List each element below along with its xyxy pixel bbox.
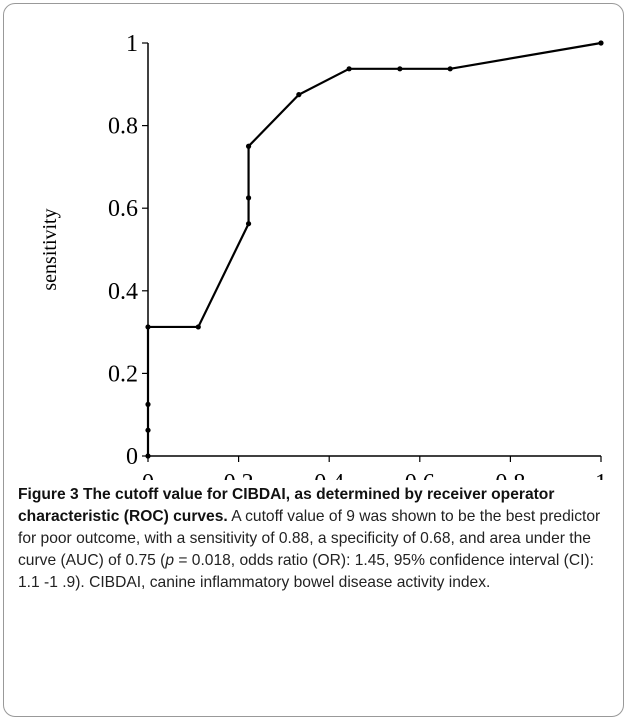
- data-point: [245, 143, 252, 149]
- data-point: [145, 401, 151, 407]
- y-axis-label: sensitivity: [39, 208, 61, 290]
- data-point: [245, 195, 252, 201]
- data-point: [145, 324, 151, 330]
- data-point: [195, 324, 201, 330]
- y-tick-label: 0: [126, 444, 138, 470]
- x-tick-label: 0.6: [405, 470, 435, 480]
- figure-caption: Figure 3 The cutoff value for CIBDAI, as…: [18, 484, 613, 594]
- figure-label: Figure 3: [18, 486, 79, 503]
- y-tick-label: 0.8: [108, 114, 138, 140]
- roc-line: [146, 41, 602, 456]
- y-tick-label: 1: [126, 31, 138, 57]
- data-point: [245, 221, 252, 227]
- data-point: [598, 40, 604, 46]
- y-tick-label: 0.6: [108, 196, 138, 222]
- x-tick-label: 0: [142, 470, 154, 480]
- x-tick-label: 0.4: [314, 470, 344, 480]
- data-point: [346, 66, 352, 72]
- x-tick-label: 1: [595, 470, 607, 480]
- figure-frame: [3, 3, 624, 717]
- y-tick-label: 0.2: [108, 361, 138, 387]
- data-point: [296, 92, 302, 98]
- chart: 00.20.40.60.8100.20.40.60.81specificitys…: [39, 31, 607, 480]
- caption-italic: p: [165, 552, 175, 569]
- x-tick-label: 0.2: [224, 470, 254, 480]
- data-point: [145, 427, 151, 433]
- caption-text: A cutoff value of 9 was shown to be the …: [18, 508, 601, 569]
- caption-text: = 0.018, odds ratio (OR): 1.45, 95% conf…: [18, 552, 594, 591]
- caption-title: The cutoff value for CIBDAI, as determin…: [18, 486, 555, 525]
- x-tick-label: 0.8: [495, 470, 525, 480]
- data-point: [397, 66, 403, 72]
- data-point: [447, 66, 453, 72]
- y-tick-label: 0.4: [108, 279, 138, 305]
- data-point: [145, 453, 151, 459]
